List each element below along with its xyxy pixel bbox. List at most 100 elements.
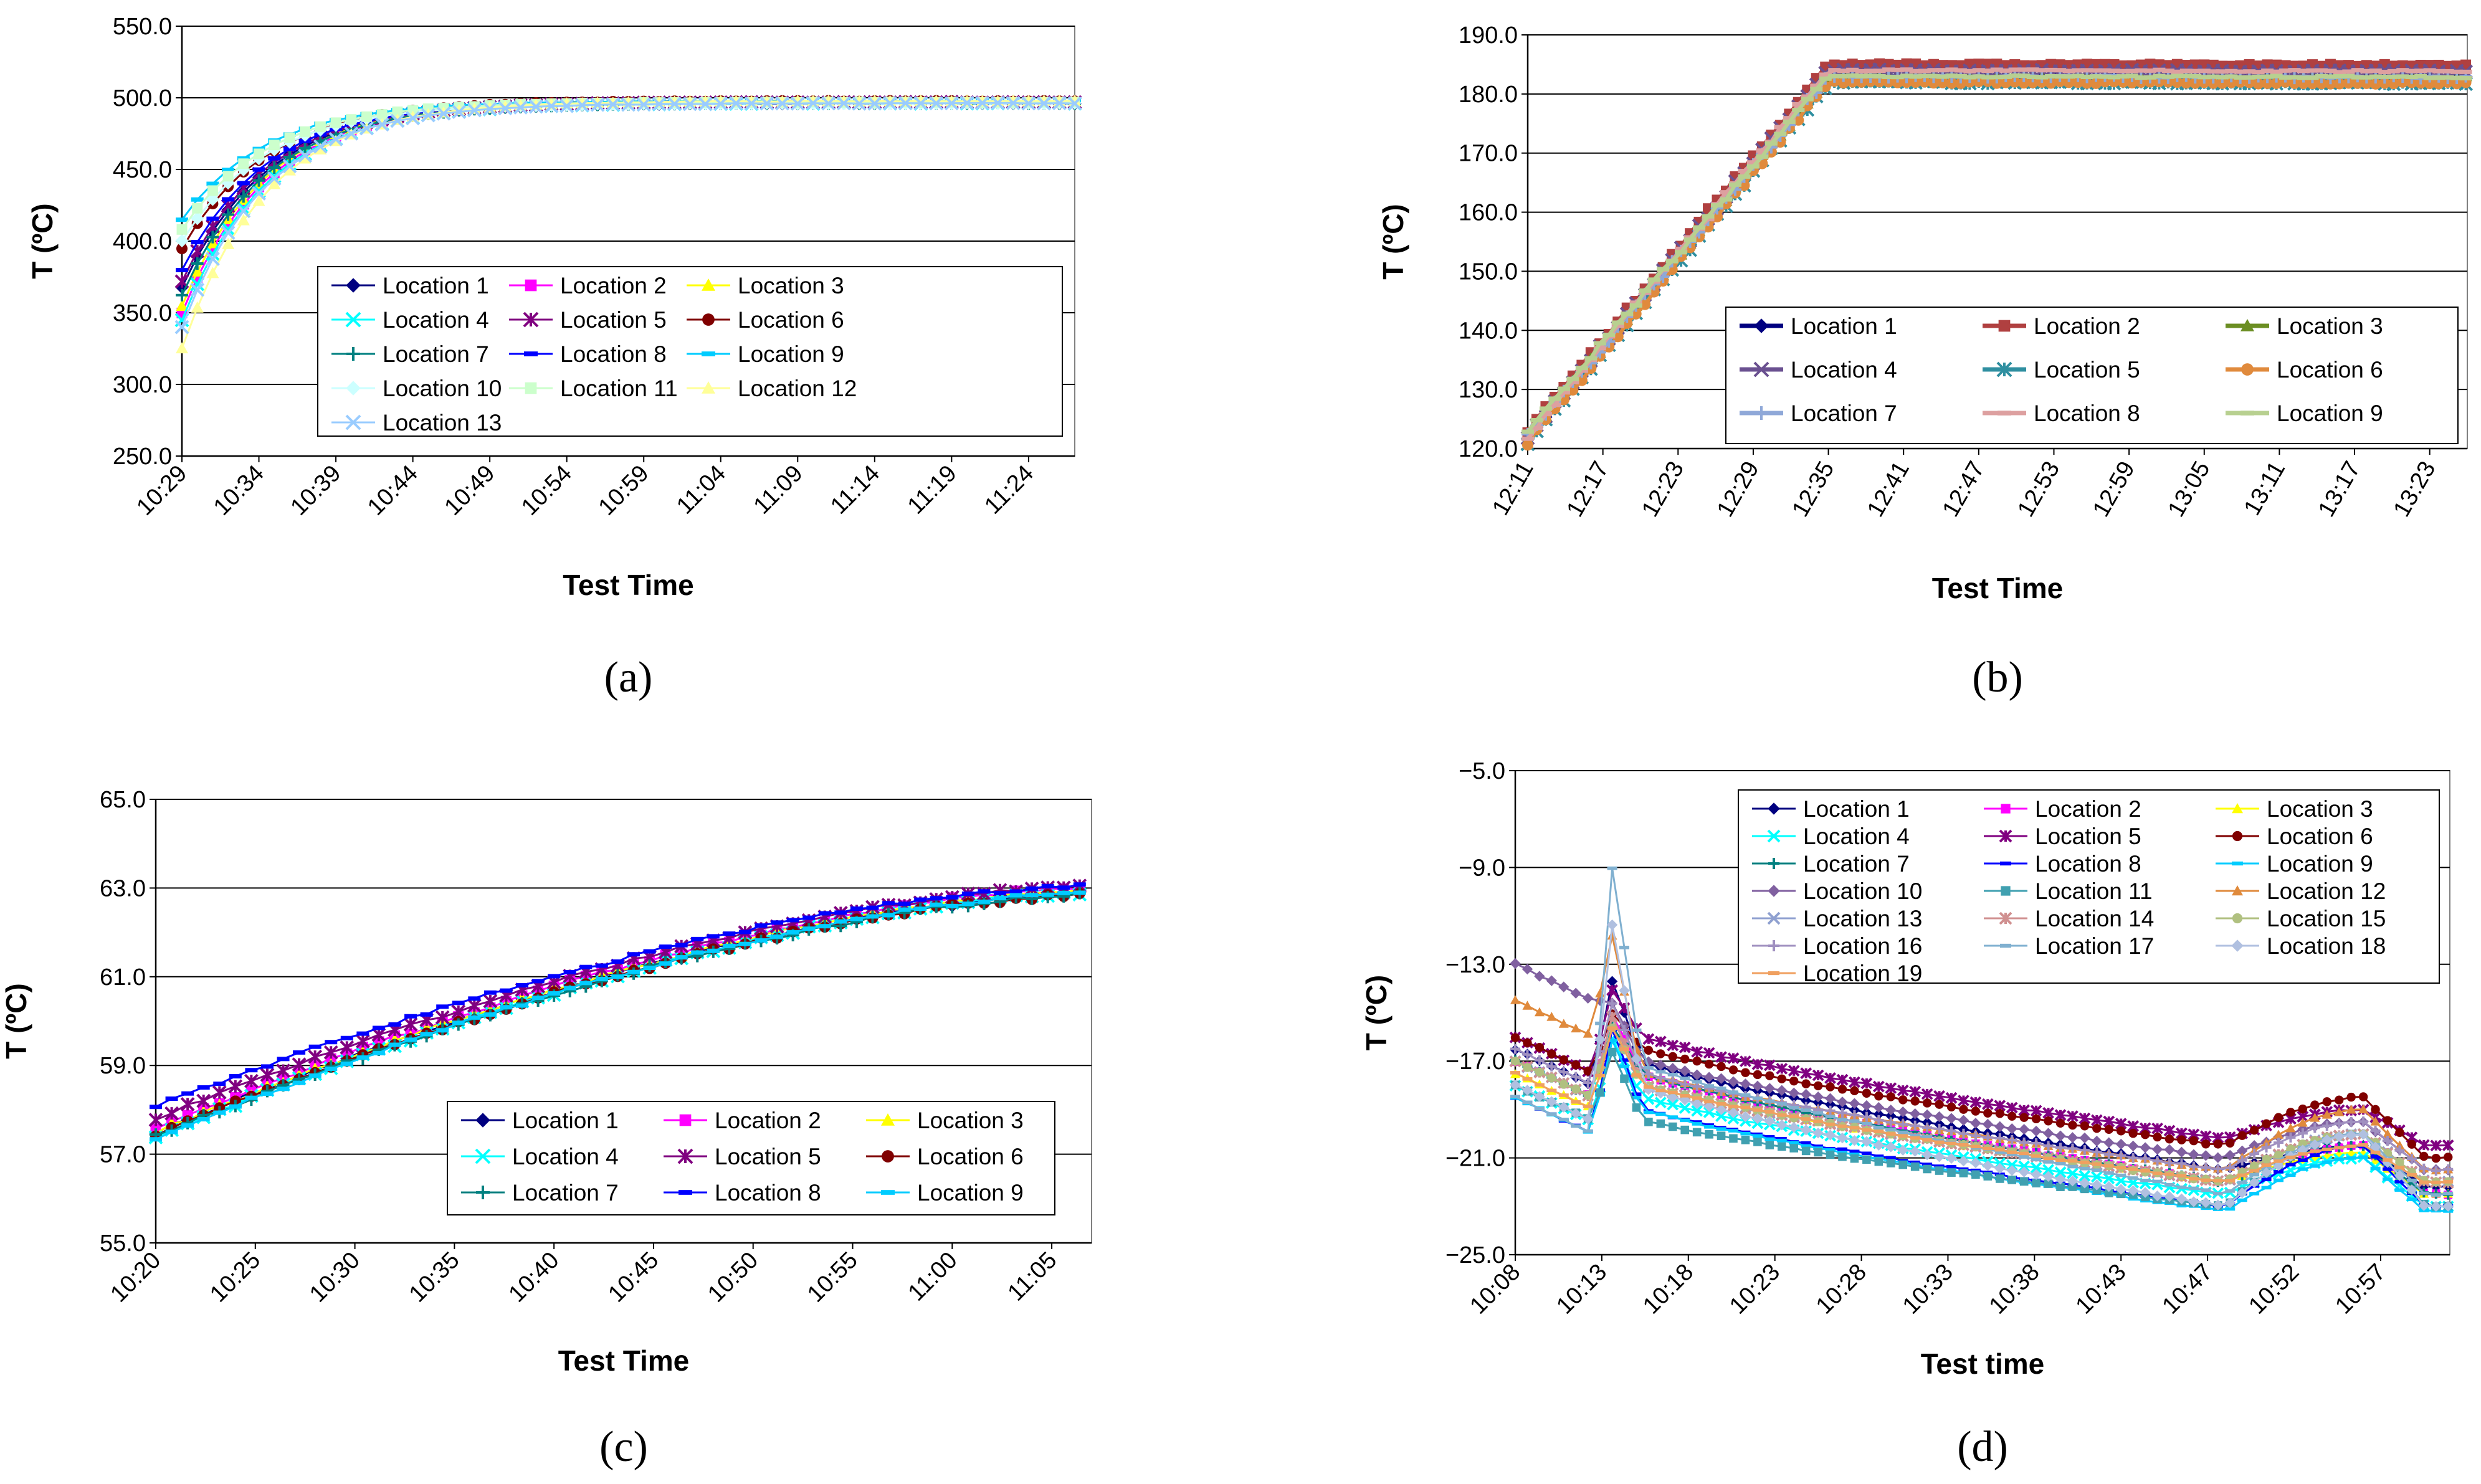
- data-point: [1571, 1023, 1581, 1033]
- data-point: [1534, 1055, 1545, 1065]
- data-point: [207, 185, 218, 196]
- data-point: [2346, 1116, 2356, 1127]
- data-point: [2315, 74, 2328, 78]
- data-point: [2270, 77, 2282, 89]
- data-point: [691, 936, 704, 941]
- data-point: [1963, 69, 1976, 74]
- data-point: [2006, 1101, 2018, 1114]
- data-point: [2279, 68, 2292, 73]
- data-point: [2244, 59, 2255, 70]
- data-point: [2351, 75, 2364, 80]
- legend-item: Location 4: [1740, 357, 1897, 383]
- data-point: [2104, 1189, 2113, 1197]
- data-point: [2090, 74, 2103, 79]
- data-point: [1041, 892, 1054, 897]
- data-point: [325, 1066, 338, 1071]
- data-point: [1642, 1093, 1655, 1105]
- x-axis-title: Test Time: [558, 1344, 689, 1377]
- data-point: [2079, 1169, 2091, 1182]
- legend-marker: [882, 1150, 894, 1163]
- data-point: [2351, 68, 2364, 73]
- y-tick-label: 57.0: [100, 1142, 146, 1168]
- data-point: [2068, 1182, 2077, 1191]
- data-point: [1057, 885, 1070, 890]
- data-point: [1900, 67, 1913, 72]
- data-point: [2285, 1163, 2296, 1167]
- data-point: [675, 943, 688, 948]
- data-point: [1849, 1119, 1860, 1123]
- data-point: [2063, 77, 2075, 88]
- data-point: [1958, 1143, 1969, 1147]
- data-point: [806, 96, 821, 111]
- data-point: [222, 237, 235, 249]
- data-point: [2055, 1161, 2065, 1166]
- data-point: [2396, 74, 2409, 79]
- x-tick-label: 12:59: [2088, 457, 2140, 521]
- data-point: [1655, 1059, 1667, 1071]
- data-point: [1973, 59, 1984, 70]
- x-axis-title: Test time: [1921, 1348, 2045, 1380]
- data-point: [2007, 1176, 2017, 1184]
- data-point: [2443, 1191, 2454, 1196]
- data-point: [2383, 1116, 2393, 1125]
- x-tick-label: 12:29: [1712, 457, 1764, 521]
- data-point: [2236, 1187, 2248, 1199]
- data-point: [330, 117, 341, 128]
- data-point: [1837, 1124, 1847, 1128]
- data-point: [376, 109, 388, 120]
- data-point: [1593, 346, 1606, 351]
- data-point: [300, 126, 311, 137]
- data-point: [1860, 1077, 1873, 1090]
- data-point: [2442, 1201, 2454, 1212]
- data-point: [993, 891, 1006, 896]
- series-6: [1510, 1009, 2453, 1163]
- data-point: [1570, 987, 1581, 999]
- data-point: [1810, 83, 1823, 88]
- data-point: [2151, 1144, 2163, 1155]
- data-point: [2042, 1106, 2054, 1119]
- data-point: [315, 121, 326, 132]
- legend-item: Location 15: [2216, 906, 2386, 931]
- data-point: [866, 914, 879, 919]
- data-point: [834, 919, 847, 924]
- data-point: [260, 1091, 274, 1096]
- data-point: [1935, 1166, 1944, 1175]
- data-point: [1999, 68, 2012, 73]
- x-tick-label: 10:45: [603, 1247, 664, 1308]
- data-point: [404, 1014, 417, 1019]
- data-point: [2006, 1123, 2017, 1134]
- data-point: [1958, 1115, 1969, 1126]
- legend-marker: [2241, 411, 2254, 416]
- data-point: [1631, 1044, 1642, 1054]
- data-point: [2394, 1170, 2406, 1181]
- data-point: [197, 1116, 210, 1121]
- data-point: [930, 896, 943, 901]
- data-point: [2103, 1137, 2115, 1148]
- data-point: [344, 126, 359, 141]
- data-point: [1801, 1141, 1811, 1145]
- data-point: [961, 901, 974, 906]
- data-point: [2298, 77, 2310, 89]
- data-point: [2297, 1152, 2308, 1156]
- data-point: [467, 103, 482, 118]
- data-point: [1935, 1100, 1944, 1109]
- legend-label: Location 17: [2035, 933, 2154, 959]
- data-point: [723, 931, 736, 936]
- data-point: [2163, 1125, 2176, 1137]
- data-point: [1753, 1070, 1763, 1080]
- x-tick-label: 10:44: [363, 460, 423, 521]
- y-tick-label: −25.0: [1445, 1242, 1505, 1268]
- data-point: [775, 96, 789, 111]
- data-point: [2140, 1130, 2150, 1139]
- data-point: [2180, 77, 2192, 89]
- data-point: [237, 214, 250, 226]
- data-point: [2044, 74, 2057, 78]
- data-point: [283, 146, 296, 151]
- data-point: [2126, 77, 2138, 88]
- data-point: [2370, 1166, 2381, 1171]
- data-point: [2042, 1164, 2054, 1176]
- data-point: [1716, 1127, 1726, 1131]
- data-point: [1873, 1101, 1885, 1113]
- panel-caption: (b): [1972, 654, 2023, 702]
- data-point: [1680, 1094, 1690, 1098]
